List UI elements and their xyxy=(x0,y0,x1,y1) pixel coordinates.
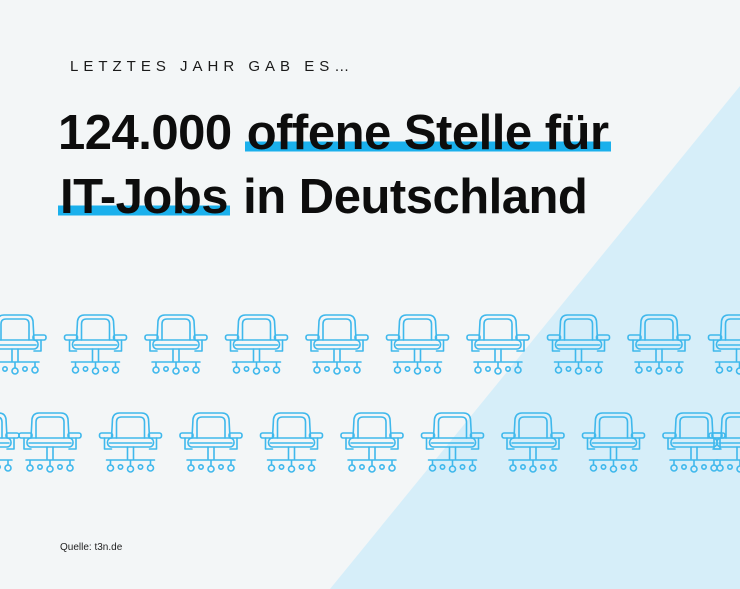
headline-highlight-2: IT-Jobs xyxy=(58,170,231,224)
office-chair-icon xyxy=(662,412,726,473)
office-chair-icon xyxy=(501,412,565,473)
office-chair-icon xyxy=(420,412,485,473)
office-chair-icon xyxy=(179,412,243,473)
office-chair-icon xyxy=(707,314,740,375)
headline-rest: in Deutschland xyxy=(230,170,588,224)
office-chair-icon xyxy=(224,314,289,375)
office-chair-icon xyxy=(63,314,128,375)
headline: 124.000 offene Stelle für IT-Jobs in Deu… xyxy=(58,101,611,229)
office-chair-icon xyxy=(144,314,208,375)
office-chair-icon xyxy=(627,314,691,375)
office-chair-icon xyxy=(0,412,20,473)
office-chair-icon xyxy=(546,314,611,375)
source-caption: Quelle: t3n.de xyxy=(60,542,123,553)
office-chair-icon xyxy=(18,412,82,473)
office-chair-icon xyxy=(0,314,47,375)
headline-highlight-1: offene Stelle für xyxy=(244,106,611,160)
office-chair-icon xyxy=(259,412,324,473)
headline-line-2: IT-Jobs in Deutschland xyxy=(58,165,611,229)
office-chair-icon xyxy=(385,314,450,375)
headline-line-1: 124.000 offene Stelle für xyxy=(58,101,611,165)
office-chair-icon xyxy=(98,412,163,473)
office-chair-icon xyxy=(466,314,530,375)
office-chair-icon xyxy=(581,412,646,473)
office-chair-icon xyxy=(340,412,404,473)
headline-number: 124.000 xyxy=(58,106,245,160)
kicker-text: LETZTES JAHR GAB ES… xyxy=(70,58,355,75)
office-chair-icon xyxy=(305,314,369,375)
